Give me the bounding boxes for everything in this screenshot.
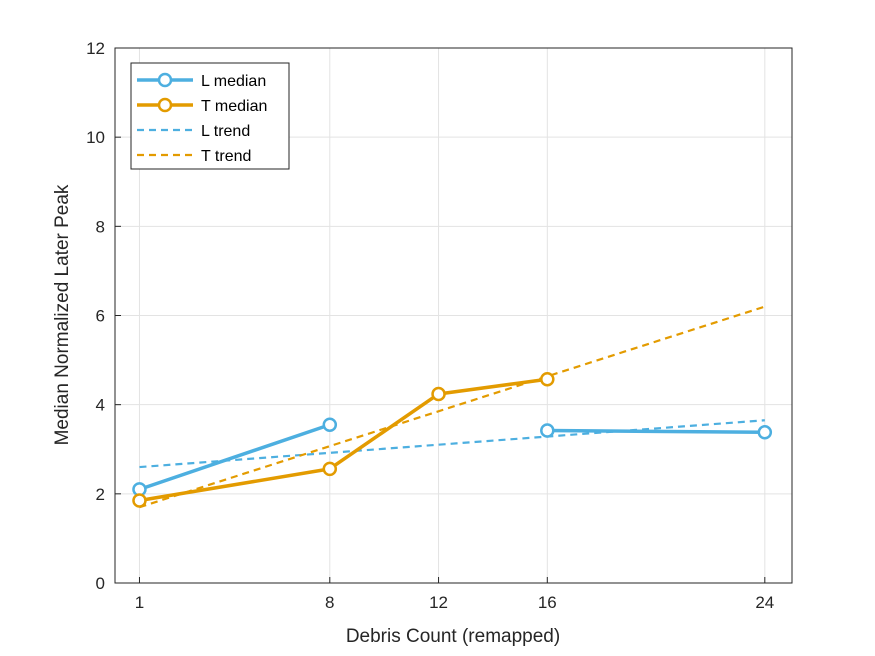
x-tick-label: 24 (755, 593, 774, 612)
t-trend-line (139, 305, 766, 509)
x-tick-label: 8 (325, 593, 334, 612)
legend-marker-t-median (157, 97, 173, 113)
t-median-point (322, 461, 338, 477)
legend-label-t-median: T median (201, 98, 267, 115)
y-axis-label: Median Normalized Later Peak (52, 184, 73, 445)
y-tick-label: 4 (96, 396, 105, 415)
y-tick-label: 10 (86, 128, 105, 147)
t-median-point (431, 386, 446, 402)
l-median-point (757, 425, 773, 440)
l-median-line (137, 422, 332, 492)
t-median-point (132, 493, 147, 508)
y-tick-label: 6 (96, 307, 105, 326)
y-tick-label: 12 (86, 39, 105, 58)
y-tick-label: 8 (96, 217, 105, 236)
t-median-point (540, 372, 555, 387)
legend-label-l-median: L median (201, 73, 266, 90)
legend-marker-l-median (157, 72, 173, 88)
l-median-point (540, 423, 555, 438)
l-trend-line (139, 419, 765, 469)
legend: L median T median L trend T trend (130, 62, 290, 170)
l-median-line (545, 428, 767, 435)
y-tick-label: 2 (96, 485, 105, 504)
series-layer (132, 305, 773, 509)
x-tick-label: 12 (429, 593, 448, 612)
legend-label-l-trend: L trend (201, 123, 250, 140)
x-tick-label: 1 (135, 593, 144, 612)
x-axis-label: Debris Count (remapped) (346, 626, 560, 647)
x-tick-label: 16 (538, 593, 557, 612)
l-median-point (322, 417, 338, 432)
t-median-line (137, 377, 550, 503)
grid (115, 47, 792, 584)
y-tick-label: 0 (96, 574, 105, 593)
legend-label-t-trend: T trend (201, 148, 251, 165)
